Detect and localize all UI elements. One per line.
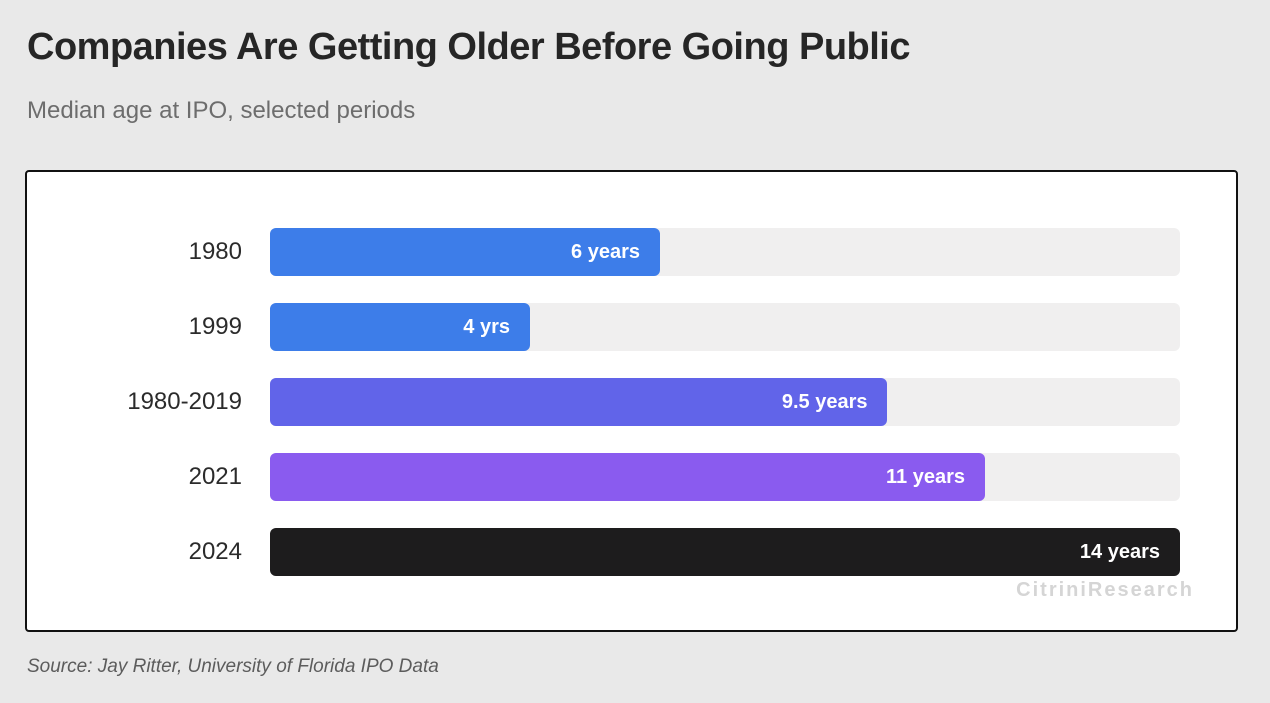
- source-note: Source: Jay Ritter, University of Florid…: [27, 656, 439, 677]
- chart-row: 1980 6 years: [27, 228, 1236, 276]
- bar-track: 6 years: [270, 228, 1180, 276]
- page-title: Companies Are Getting Older Before Going…: [27, 26, 911, 68]
- chart-row: 1980-2019 9.5 years: [27, 378, 1236, 426]
- bar: 9.5 years: [270, 378, 888, 426]
- bar-value-label: 4 yrs: [463, 315, 510, 338]
- category-label: 1999: [188, 313, 242, 340]
- page-subtitle: Median age at IPO, selected periods: [27, 96, 416, 124]
- category-label: 1980: [188, 238, 242, 265]
- bar-value-label: 11 years: [886, 465, 965, 488]
- chart-panel: 1980 6 years 1999 4 yrs 1980-2019 9.5 ye…: [25, 170, 1238, 632]
- bar-value-label: 14 years: [1079, 540, 1160, 563]
- chart-row: 2021 11 years: [27, 453, 1236, 501]
- watermark: CitriniResearch: [1016, 579, 1194, 601]
- chart-row: 1999 4 yrs: [27, 303, 1236, 351]
- bar-track: 4 yrs: [270, 303, 1180, 351]
- bar-value-label: 6 years: [571, 240, 640, 263]
- bar-track: 11 years: [270, 453, 1180, 501]
- bar-rows: 1980 6 years 1999 4 yrs 1980-2019 9.5 ye…: [27, 172, 1236, 576]
- bar: 11 years: [270, 453, 985, 501]
- bar-track: 9.5 years: [270, 378, 1180, 426]
- bar-track: 14 years: [270, 528, 1180, 576]
- chart-header: Companies Are Getting Older Before Going…: [0, 0, 1270, 170]
- category-label: 2024: [188, 538, 242, 565]
- bar-value-label: 9.5 years: [781, 390, 868, 413]
- chart-row: 2024 14 years: [27, 528, 1236, 576]
- bar: 4 yrs: [270, 303, 530, 351]
- bar: 6 years: [270, 228, 660, 276]
- category-label: 2021: [188, 463, 242, 490]
- category-label: 1980-2019: [127, 388, 242, 415]
- bar: 14 years: [270, 528, 1180, 576]
